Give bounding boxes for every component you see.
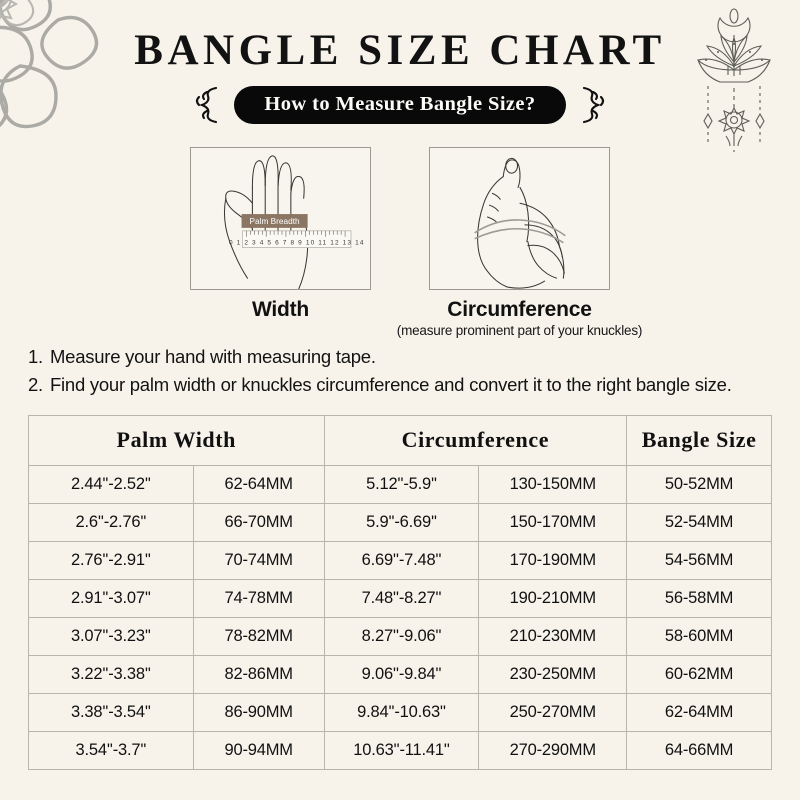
- table-row: 3.22''-3.38'' 82-86MM 9.06''-9.84'' 230-…: [28, 654, 772, 694]
- column-header-bangle-size: Bangle Size: [626, 414, 772, 466]
- cell-bangle-size: 58-60MM: [626, 616, 772, 656]
- page-title: BANGLE SIZE CHART: [134, 27, 666, 74]
- cell-bangle-size: 60-62MM: [626, 654, 772, 694]
- cell-bangle-size: 56-58MM: [626, 578, 772, 618]
- cell-circ-mm: 150-170MM: [478, 502, 628, 542]
- knuckle-circumference-illustration: [474, 157, 566, 289]
- figure-width-caption: Width: [251, 298, 310, 322]
- step-text: Find your palm width or knuckles circumf…: [50, 374, 732, 396]
- palm-breadth-label: Palm Breadth: [250, 217, 300, 226]
- cell-palm-mm: 74-78MM: [192, 578, 325, 618]
- step-item: 2. Find your palm width or knuckles circ…: [28, 372, 770, 398]
- cell-circ-inch: 9.06''-9.84'': [323, 654, 480, 694]
- flourish-left-icon: [196, 87, 218, 124]
- cell-circ-mm: 130-150MM: [478, 464, 628, 504]
- cell-circ-mm: 190-210MM: [478, 578, 628, 618]
- cell-palm-inch: 3.38''-3.54'': [28, 692, 194, 732]
- cell-palm-mm: 86-90MM: [192, 692, 325, 732]
- step-text: Measure your hand with measuring tape.: [50, 346, 376, 368]
- table-row: 2.91''-3.07'' 74-78MM 7.48''-8.27'' 190-…: [28, 578, 772, 618]
- column-header-circumference: Circumference: [323, 414, 628, 466]
- cell-circ-inch: 9.84''-10.63'': [323, 692, 480, 732]
- palm-width-illustration: 0 1 2 3 4 5 6 7 8 9 10 11 12 13 14 Palm …: [223, 155, 365, 290]
- cell-palm-inch: 3.07''-3.23'': [28, 616, 194, 656]
- figure-circumference: Circumference (measure prominent part of…: [397, 147, 642, 338]
- table-row: 3.54''-3.7'' 90-94MM 10.63''-11.41'' 270…: [28, 730, 772, 770]
- step-number: 2.: [28, 374, 43, 396]
- cell-palm-inch: 2.6''-2.76'': [28, 502, 194, 542]
- column-header-palm-width: Palm Width: [28, 414, 325, 466]
- cell-circ-inch: 5.9''-6.69'': [323, 502, 480, 542]
- cell-circ-inch: 10.63''-11.41'': [323, 730, 480, 770]
- cell-bangle-size: 54-56MM: [626, 540, 772, 580]
- cell-circ-mm: 250-270MM: [478, 692, 628, 732]
- cell-palm-inch: 3.22''-3.38'': [28, 654, 194, 694]
- table-row: 2.76''-2.91'' 70-74MM 6.69''-7.48'' 170-…: [28, 540, 772, 580]
- cell-palm-mm: 70-74MM: [192, 540, 325, 580]
- cell-palm-mm: 78-82MM: [192, 616, 325, 656]
- table-header-row: Palm Width Circumference Bangle Size: [28, 414, 772, 466]
- cell-circ-inch: 5.12''-5.9'': [323, 464, 480, 504]
- cell-palm-inch: 2.76''-2.91'': [28, 540, 194, 580]
- table-row: 2.6''-2.76'' 66-70MM 5.9''-6.69'' 150-17…: [28, 502, 772, 542]
- figure-circumference-caption: Circumference: [447, 298, 592, 322]
- cell-palm-inch: 2.44''-2.52'': [28, 464, 194, 504]
- table-row: 2.44''-2.52'' 62-64MM 5.12''-5.9'' 130-1…: [28, 464, 772, 504]
- cell-circ-inch: 6.69''-7.48'': [323, 540, 480, 580]
- figure-circumference-subcaption: (measure prominent part of your knuckles…: [396, 323, 643, 339]
- figure-width-frame: 0 1 2 3 4 5 6 7 8 9 10 11 12 13 14 Palm …: [190, 147, 371, 291]
- cell-palm-inch: 2.91''-3.07'': [28, 578, 194, 618]
- table-row: 3.07''-3.23'' 78-82MM 8.27''-9.06'' 210-…: [28, 616, 772, 656]
- cell-circ-mm: 170-190MM: [478, 540, 628, 580]
- step-item: 1. Measure your hand with measuring tape…: [28, 344, 770, 370]
- figures-row: 0 1 2 3 4 5 6 7 8 9 10 11 12 13 14 Palm …: [0, 147, 800, 338]
- palm-breadth-overlay: Palm Breadth: [241, 214, 308, 229]
- cell-circ-mm: 270-290MM: [478, 730, 628, 770]
- cell-palm-mm: 82-86MM: [192, 654, 325, 694]
- table-row: 3.38''-3.54'' 86-90MM 9.84''-10.63'' 250…: [28, 692, 772, 732]
- ruler-tick-labels: 0 1 2 3 4 5 6 7 8 9 10 11 12 13 14: [229, 240, 365, 247]
- cell-bangle-size: 62-64MM: [626, 692, 772, 732]
- cell-circ-inch: 8.27''-9.06'': [323, 616, 480, 656]
- table-body: 2.44''-2.52'' 62-64MM 5.12''-5.9'' 130-1…: [28, 464, 772, 770]
- flourish-right-icon: [582, 87, 604, 124]
- cell-bangle-size: 64-66MM: [626, 730, 772, 770]
- cell-palm-mm: 90-94MM: [192, 730, 325, 770]
- cell-bangle-size: 50-52MM: [626, 464, 772, 504]
- figure-width: 0 1 2 3 4 5 6 7 8 9 10 11 12 13 14 Palm …: [190, 147, 371, 322]
- cell-palm-inch: 3.54''-3.7'': [28, 730, 194, 770]
- subtitle-row: How to Measure Bangle Size?: [0, 84, 800, 126]
- cell-circ-mm: 230-250MM: [478, 654, 628, 694]
- cell-palm-mm: 62-64MM: [192, 464, 325, 504]
- subtitle-badge: How to Measure Bangle Size?: [234, 86, 566, 125]
- figure-circumference-frame: [429, 147, 610, 291]
- cell-circ-mm: 210-230MM: [478, 616, 628, 656]
- step-number: 1.: [28, 346, 43, 368]
- instruction-steps: 1. Measure your hand with measuring tape…: [28, 344, 770, 399]
- cell-palm-mm: 66-70MM: [192, 502, 325, 542]
- ruler: 0 1 2 3 4 5 6 7 8 9 10 11 12 13 14: [229, 230, 365, 249]
- size-chart-table: Palm Width Circumference Bangle Size 2.4…: [28, 414, 772, 770]
- cell-bangle-size: 52-54MM: [626, 502, 772, 542]
- cell-circ-inch: 7.48''-8.27'': [323, 578, 480, 618]
